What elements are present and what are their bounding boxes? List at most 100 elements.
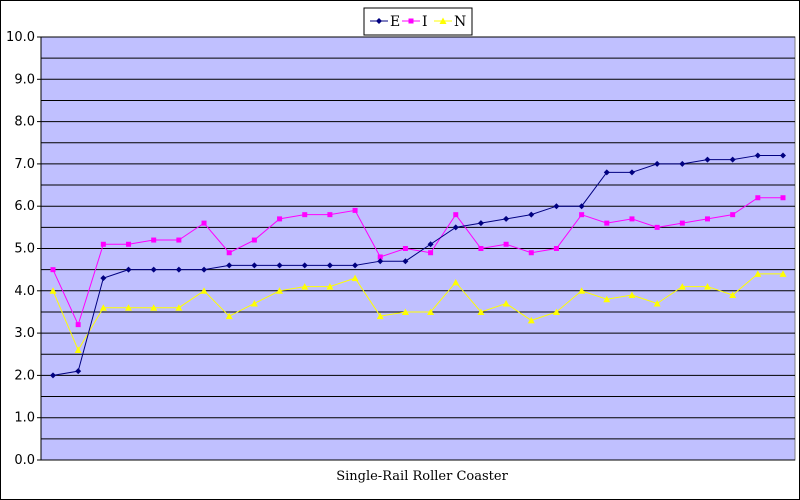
data-point — [704, 156, 711, 163]
data-point — [780, 152, 786, 159]
gridlines — [41, 36, 795, 440]
data-point — [754, 152, 761, 159]
legend-item-e: E — [370, 14, 400, 30]
data-point — [730, 212, 736, 218]
y-tick-label: 9.0 — [14, 72, 35, 87]
data-point — [377, 258, 384, 265]
data-point — [175, 266, 182, 273]
data-point — [427, 308, 435, 315]
y-tick-label: 8.0 — [14, 115, 35, 130]
data-point — [125, 304, 133, 311]
y-tick-label: 10.0 — [6, 30, 35, 45]
data-point — [302, 212, 308, 218]
data-point — [477, 220, 484, 227]
data-point — [628, 169, 635, 176]
data-point — [780, 195, 786, 201]
data-point — [402, 246, 408, 251]
data-point — [654, 160, 661, 167]
series-line-n — [52, 273, 783, 352]
data-point — [226, 250, 232, 256]
data-point — [729, 156, 736, 163]
series-e — [50, 152, 786, 379]
data-point — [352, 262, 359, 269]
data-point — [376, 312, 384, 320]
y-tick-label: 2.0 — [14, 368, 35, 383]
data-point — [679, 220, 685, 226]
data-point — [251, 237, 257, 243]
data-point — [402, 258, 409, 265]
data-point — [478, 246, 484, 251]
y-tick-label: 4.0 — [14, 284, 35, 299]
data-point — [226, 262, 233, 269]
y-tick-label: 1.0 — [14, 411, 35, 426]
data-point — [729, 291, 737, 299]
data-point — [452, 224, 459, 231]
legend-marker — [408, 18, 414, 24]
data-point — [427, 241, 434, 248]
data-point — [579, 212, 585, 218]
y-tick-label: 6.0 — [14, 199, 35, 214]
data-point — [653, 299, 661, 307]
series-i — [50, 195, 786, 328]
data-point — [553, 203, 560, 210]
data-point — [552, 308, 560, 315]
data-point — [377, 254, 383, 260]
data-point — [654, 224, 660, 230]
data-point — [150, 266, 157, 273]
data-point — [200, 287, 208, 294]
data-point — [503, 215, 510, 222]
y-tick-label: 3.0 — [14, 326, 35, 341]
data-point — [50, 267, 56, 273]
y-tick-label: 0.0 — [14, 453, 35, 468]
data-point — [452, 278, 460, 286]
data-point — [100, 241, 106, 247]
data-point — [578, 203, 585, 210]
data-point — [528, 211, 535, 218]
data-point — [704, 216, 710, 222]
data-point — [74, 346, 82, 354]
data-point — [604, 220, 610, 226]
x-axis-title: Single-Rail Roller Coaster — [336, 469, 508, 484]
data-point — [503, 241, 509, 247]
legend-item-i: I — [402, 14, 428, 30]
y-axis-ticks: 0.0 1.0 2.0 3.0 4.0 5.0 6.0 7.0 8.0 9.0 10.0 — [6, 30, 41, 468]
data-point — [126, 241, 132, 247]
data-point — [251, 262, 258, 269]
data-point — [678, 283, 686, 290]
data-point — [352, 207, 358, 213]
data-point — [326, 283, 334, 290]
data-point — [151, 237, 157, 243]
data-point — [428, 250, 434, 256]
data-point — [754, 270, 762, 277]
data-point — [351, 274, 359, 282]
legend-item-n: N — [434, 14, 466, 30]
data-point — [553, 246, 559, 251]
data-point — [150, 304, 158, 311]
data-point — [528, 250, 534, 256]
data-point — [225, 312, 233, 320]
data-point — [50, 372, 56, 379]
data-point — [176, 237, 182, 243]
data-point — [502, 299, 510, 307]
series-line-e — [52, 154, 783, 376]
data-point — [527, 316, 535, 324]
data-point — [453, 212, 459, 218]
y-tick-label: 7.0 — [14, 157, 35, 172]
data-point — [201, 266, 208, 273]
data-point — [276, 287, 284, 294]
data-point — [327, 212, 333, 218]
data-point — [75, 368, 82, 375]
data-point — [201, 220, 207, 226]
series-line-i — [52, 197, 783, 327]
data-point — [629, 216, 635, 222]
data-point — [477, 308, 485, 315]
data-point — [99, 304, 107, 311]
data-point — [603, 295, 611, 303]
data-point — [755, 195, 761, 201]
data-point — [401, 308, 409, 315]
series-n — [49, 270, 787, 354]
data-point — [779, 270, 787, 277]
legend-label: E — [390, 14, 400, 30]
